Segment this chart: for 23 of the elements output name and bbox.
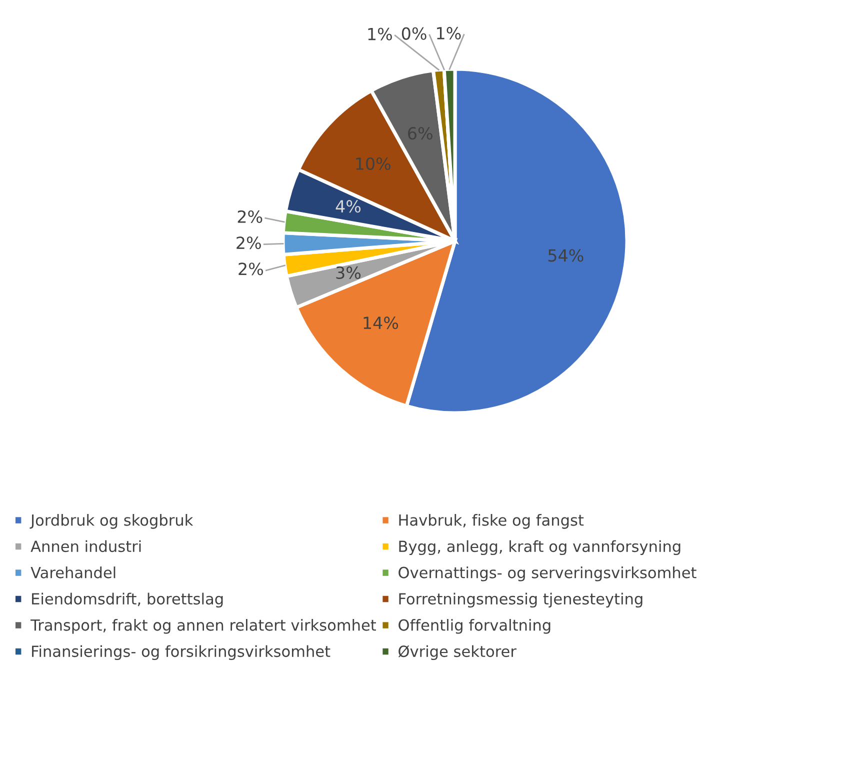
text: 0% bbox=[402, 27, 426, 40]
legend-label: Finansierings- og forsikringsvirksomhet bbox=[32, 645, 330, 660]
data-label: 10% bbox=[356, 157, 390, 170]
legend-label: Eiendomsdrift, borettslag bbox=[32, 592, 223, 608]
legend-label: Offentlig forvaltning bbox=[398, 619, 550, 634]
data-label: 2% bbox=[236, 236, 261, 250]
legend-label: Varehandel bbox=[30, 566, 116, 578]
legend-label: Annen industri bbox=[30, 540, 141, 552]
data-label: 1% bbox=[437, 26, 461, 40]
legend-label: Overnattings- og serveringsvirksomhet bbox=[398, 566, 696, 582]
legend-label: Bygg, anlegg, kraft og vannforsyning bbox=[399, 540, 680, 556]
legend-label: Transport, frakt og annen relatert virksomhet bbox=[30, 619, 376, 634]
data-label: 14% bbox=[364, 316, 398, 330]
legend-label: Øvrige sektorer bbox=[398, 645, 516, 660]
data-label: 4% bbox=[336, 200, 361, 213]
data-label: 2% bbox=[238, 262, 263, 276]
data-label: 1% bbox=[368, 28, 392, 40]
data-label: 54% bbox=[548, 249, 584, 262]
legend-label: Jordbruk og skogbruk bbox=[30, 514, 194, 529]
data-label: 2% bbox=[238, 210, 262, 223]
legend-label: Havbruk, fiske og fangst bbox=[399, 514, 584, 529]
data-label: 3% bbox=[336, 266, 361, 280]
legend-label: Forretningsmessig tjenesteyting bbox=[399, 592, 642, 608]
